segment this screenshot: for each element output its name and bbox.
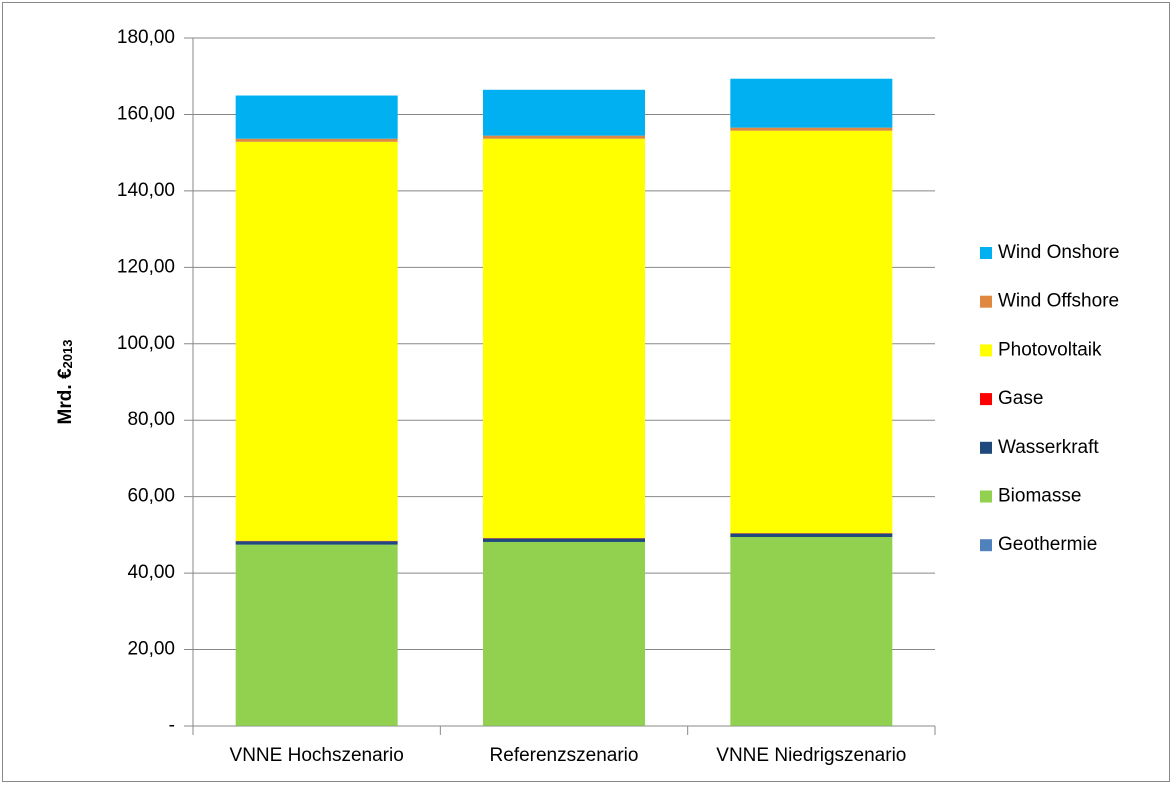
bar-segment bbox=[483, 542, 645, 726]
y-tick-label: 20,00 bbox=[127, 639, 175, 660]
legend-swatch bbox=[980, 344, 992, 356]
y-axis-label-subscript: 2013 bbox=[60, 340, 75, 369]
y-tick-label: 60,00 bbox=[127, 486, 175, 507]
y-tick-label: 160,00 bbox=[117, 103, 175, 124]
legend-label: Wasserkraft bbox=[998, 437, 1099, 458]
y-tick-label: 140,00 bbox=[117, 180, 175, 201]
legend-label: Gase bbox=[998, 388, 1043, 409]
legend-label: Wind Onshore bbox=[998, 242, 1119, 263]
bar-segment bbox=[236, 541, 398, 544]
legend-swatch bbox=[980, 393, 992, 405]
bar-segment bbox=[730, 537, 892, 726]
y-tick-label: 100,00 bbox=[117, 333, 175, 354]
bar-segment bbox=[236, 545, 398, 726]
bar-segment bbox=[730, 534, 892, 537]
bar-segment bbox=[236, 142, 398, 541]
bar-segment bbox=[483, 539, 645, 542]
bar-segment bbox=[236, 96, 398, 139]
legend-swatch bbox=[980, 296, 992, 308]
x-tick-label: Referenzszenario bbox=[490, 745, 639, 766]
x-tick-label: VNNE Hochszenario bbox=[230, 745, 404, 766]
bar-segment bbox=[730, 131, 892, 533]
legend-swatch bbox=[980, 247, 992, 259]
y-axis-label-text: Mrd. € bbox=[55, 368, 76, 424]
y-tick-label: 40,00 bbox=[127, 562, 175, 583]
bar-segment bbox=[483, 136, 645, 139]
y-tick-label: 120,00 bbox=[117, 256, 175, 277]
legend-swatch bbox=[980, 539, 992, 551]
legend-label: Geothermie bbox=[998, 534, 1097, 555]
y-tick-label: 80,00 bbox=[127, 409, 175, 430]
bar-segment bbox=[730, 79, 892, 128]
x-tick-label: VNNE Niedrigszenario bbox=[716, 745, 906, 766]
bar-segment bbox=[483, 139, 645, 538]
bar-segment bbox=[483, 90, 645, 136]
legend-label: Biomasse bbox=[998, 486, 1081, 507]
legend-label: Photovoltaik bbox=[998, 339, 1102, 360]
y-tick-label: - bbox=[169, 715, 175, 736]
bar-segment bbox=[236, 139, 398, 142]
y-tick-label: 180,00 bbox=[117, 27, 175, 48]
legend-label: Wind Offshore bbox=[998, 291, 1119, 312]
bar-segment bbox=[730, 128, 892, 131]
legend-swatch bbox=[980, 491, 992, 503]
legend-swatch bbox=[980, 442, 992, 454]
